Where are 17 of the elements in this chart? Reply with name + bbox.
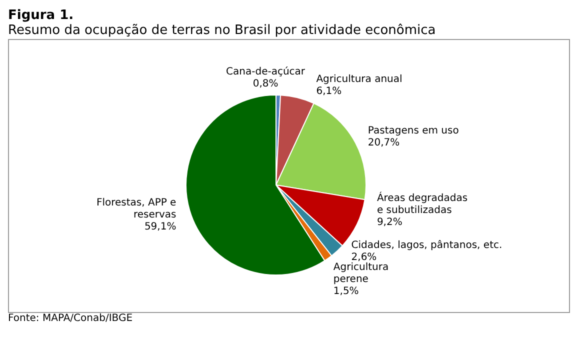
slice-label: Florestas, APP e reservas bbox=[96, 196, 176, 220]
slice-label: Pastagens em uso bbox=[368, 124, 459, 136]
slice-label: Agricultura anual bbox=[316, 73, 402, 84]
data-label: 59,1% bbox=[144, 220, 176, 232]
data-label: 1,5% bbox=[333, 285, 359, 296]
data-label: 9,2% bbox=[376, 216, 402, 228]
data-label: 0,8% bbox=[252, 78, 278, 90]
slice-label: Cidades, lagos, pântanos, etc. bbox=[351, 239, 502, 250]
slice-label: Agricultura perene bbox=[333, 261, 389, 284]
chart-title: Figura 1. bbox=[8, 8, 75, 23]
data-label: 20,7% bbox=[368, 136, 400, 148]
data-label: 6,1% bbox=[316, 85, 342, 96]
slice-label: Áreas degradadas e subutilizadas bbox=[376, 190, 468, 216]
source-note: Fonte: MAPA/Conab/IBGE bbox=[8, 313, 134, 325]
slice-label: Cana-de-açúcar bbox=[226, 66, 306, 78]
chart-subtitle: Resumo da ocupação de terras no Brasil por atividade econômica bbox=[8, 23, 437, 39]
data-label: 2,6% bbox=[351, 251, 377, 262]
